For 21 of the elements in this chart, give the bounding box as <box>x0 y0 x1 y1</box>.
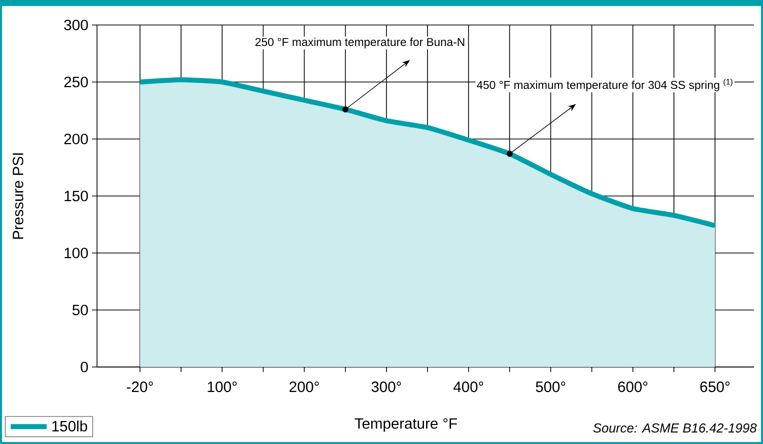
x-tick-label: 400° <box>453 382 484 392</box>
y-tick-label: 300 <box>64 20 88 30</box>
x-tick-label: 200° <box>290 382 319 392</box>
y-tick-label: 0 <box>80 362 88 372</box>
x-tick-label: -20° <box>126 382 153 392</box>
x-tick-label: 600° <box>618 382 648 392</box>
annotation: 250 °F maximum temperature for Buna-N <box>255 38 464 48</box>
x-tick-label: 300° <box>372 382 401 392</box>
text: Source: ASME B16.42-1998 <box>593 423 757 433</box>
x-tick-label: 500° <box>536 382 566 392</box>
x-tick-label: 650° <box>700 382 730 392</box>
y-axis-title: Pressure PSI <box>12 153 24 239</box>
y-tick-label: 200 <box>64 134 88 144</box>
x-axis-title: Temperature °F <box>354 418 457 432</box>
annotation: 450 °F maximum temperature for 304 SS spring $^{(1)}$ <box>476 78 732 92</box>
legend-label: 150lb <box>52 420 88 432</box>
y-tick-label: 100 <box>64 248 88 258</box>
y-tick-label: 50 <box>72 304 88 316</box>
y-tick-label: 250 <box>64 76 88 88</box>
y-tick-label: 150 <box>64 190 88 202</box>
x-tick-label: 100° <box>208 382 237 392</box>
